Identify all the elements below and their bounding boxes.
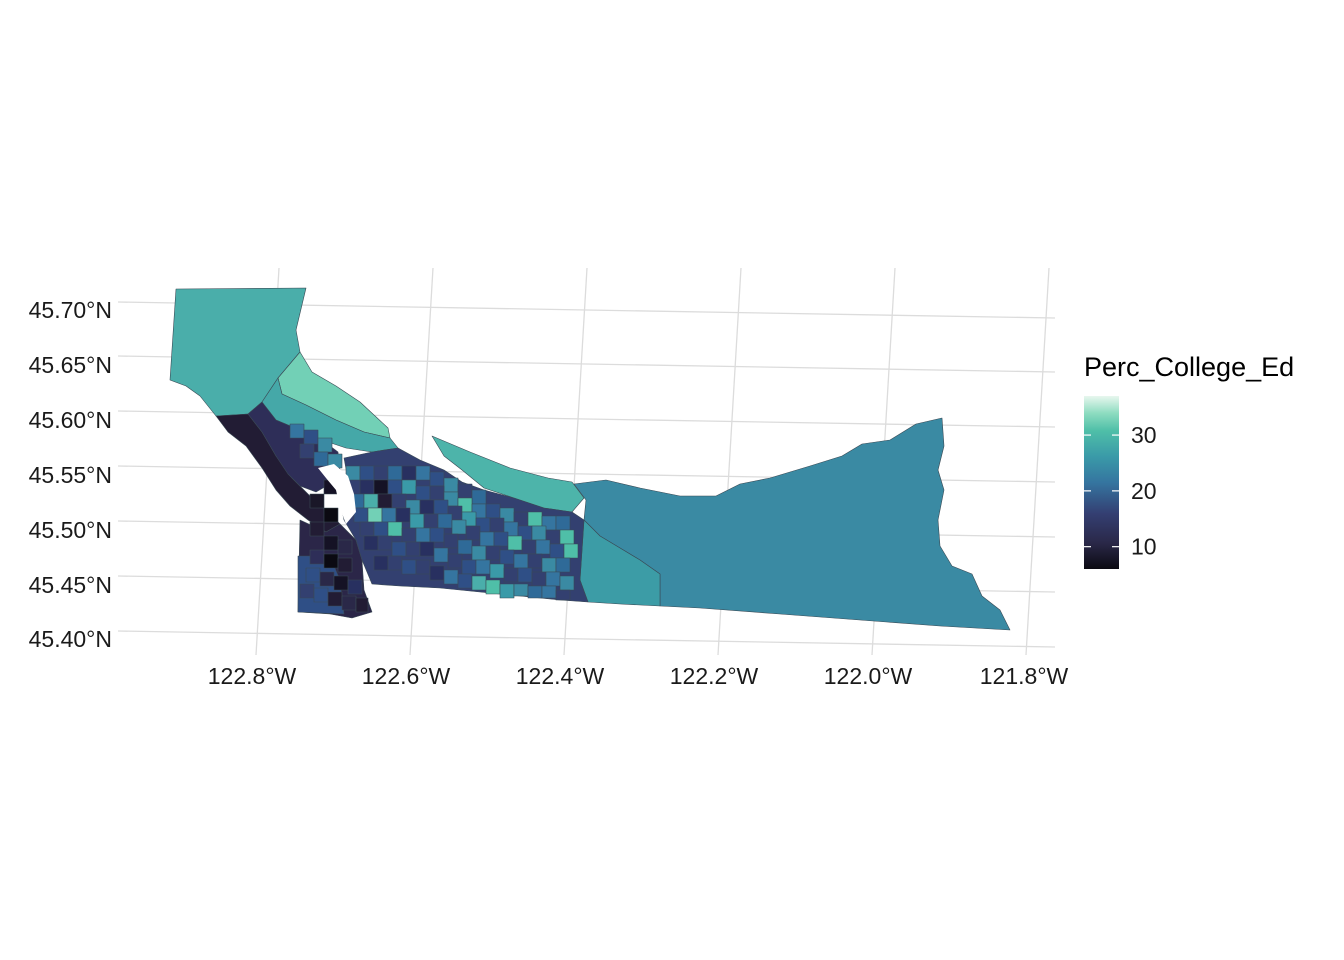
legend-tick-label: 20 bbox=[1131, 478, 1157, 504]
legend-tick-label: 10 bbox=[1131, 534, 1157, 560]
lat-label: 45.60°N bbox=[29, 407, 112, 433]
lat-label: 45.70°N bbox=[29, 297, 112, 323]
legend-tick-label: 30 bbox=[1131, 422, 1157, 448]
lat-label: 45.40°N bbox=[29, 626, 112, 652]
lat-label: 45.45°N bbox=[29, 572, 112, 598]
lon-label: 122.2°W bbox=[670, 663, 759, 689]
lon-label: 122.8°W bbox=[208, 663, 297, 689]
river-gap bbox=[318, 464, 356, 524]
lon-label: 122.6°W bbox=[362, 663, 451, 689]
lon-label: 122.4°W bbox=[516, 663, 605, 689]
legend-colorbar bbox=[1084, 396, 1119, 569]
tract-mosaic bbox=[289, 423, 579, 613]
lon-label: 122.0°W bbox=[824, 663, 913, 689]
color-legend: Perc_College_Ed 30 20 10 bbox=[1084, 352, 1294, 569]
lat-axis: 45.70°N 45.65°N 45.60°N 45.55°N 45.50°N … bbox=[29, 297, 112, 652]
lon-label: 121.8°W bbox=[980, 663, 1069, 689]
lat-label: 45.55°N bbox=[29, 462, 112, 488]
legend-title: Perc_College_Ed bbox=[1084, 352, 1294, 382]
legend-ticks: 30 20 10 bbox=[1084, 422, 1157, 560]
map-regions bbox=[169, 287, 1011, 631]
lon-axis: 122.8°W 122.6°W 122.4°W 122.2°W 122.0°W … bbox=[208, 663, 1069, 689]
lat-label: 45.50°N bbox=[29, 517, 112, 543]
lat-label: 45.65°N bbox=[29, 352, 112, 378]
